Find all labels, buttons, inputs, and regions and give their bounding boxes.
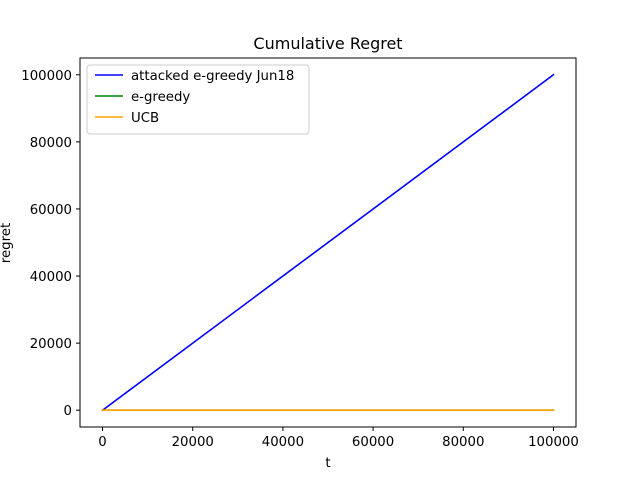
series-line-attacked-e-greedy-jun18 <box>101 73 555 412</box>
y-axis-label: regret <box>0 223 14 263</box>
y-tick-label: 20000 <box>30 337 72 352</box>
y-tick-label: 100000 <box>21 69 72 84</box>
x-tick-label: 60000 <box>352 435 394 450</box>
x-axis-label: t <box>325 456 330 471</box>
y-axis: 0 20000 40000 60000 80000 100000 <box>21 69 80 419</box>
plot-frame <box>79 57 577 428</box>
x-tick-label: 100000 <box>528 435 579 450</box>
legend-entry-label: attacked e-greedy Jun18 <box>131 69 294 84</box>
y-tick-label: 60000 <box>30 203 72 218</box>
legend-box <box>86 64 310 135</box>
chart-title: Cumulative Regret <box>253 34 402 53</box>
legend-entry-label: e-greedy <box>131 90 190 105</box>
x-tick-label: 40000 <box>262 435 304 450</box>
x-axis: 0 20000 40000 60000 80000 100000 <box>98 427 579 450</box>
series-layer <box>101 73 555 412</box>
x-tick-label: 80000 <box>442 435 484 450</box>
legend: attacked e-greedy Jun18 e-greedy UCB <box>86 64 310 135</box>
y-tick-label: 0 <box>64 404 72 419</box>
x-tick-label: 0 <box>98 435 106 450</box>
y-tick-label: 40000 <box>30 270 72 285</box>
y-tick-label: 80000 <box>30 136 72 151</box>
legend-entry-label: UCB <box>131 111 159 126</box>
x-tick-label: 20000 <box>172 435 214 450</box>
